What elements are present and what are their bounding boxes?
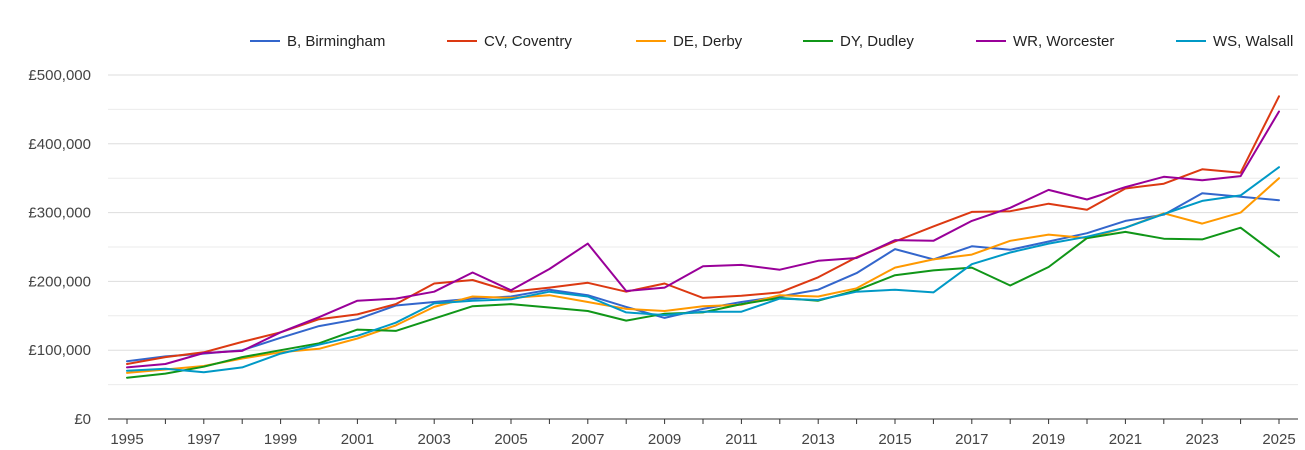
- x-tick-label: 2019: [1032, 431, 1065, 448]
- x-tick-label: 2007: [571, 431, 604, 448]
- x-tick-label: 2011: [725, 431, 757, 448]
- legend-item: WR, Worcester: [976, 33, 1114, 50]
- y-tick-label: £0: [74, 411, 91, 428]
- x-tick-label: 1995: [110, 431, 143, 448]
- x-tick-label: 2023: [1186, 431, 1219, 448]
- legend-item: WS, Walsall: [1176, 33, 1293, 50]
- y-axis-tick-labels: £0 £100,000 £200,000 £300,000 £400,000 £500,0…: [28, 67, 91, 428]
- y-tick-label: £500,000: [28, 67, 91, 84]
- legend-item: DE, Derby: [636, 33, 743, 50]
- x-tick-label: 2021: [1109, 431, 1142, 448]
- legend-label: WR, Worcester: [1013, 33, 1114, 50]
- y-tick-label: £200,000: [28, 273, 91, 290]
- legend-item: DY, Dudley: [803, 33, 914, 50]
- x-tick-label: 2003: [418, 431, 451, 448]
- x-tick-label: 1999: [264, 431, 297, 448]
- x-tick-label: 2009: [648, 431, 681, 448]
- x-tick-label: 2025: [1262, 431, 1295, 448]
- chart-legend: B, Birmingham CV, Coventry DE, Derby DY, Du…: [250, 33, 1293, 50]
- x-axis: 1995 1997 1999 2001 2003 2005 2007 2009 2011 2013…: [108, 418, 1298, 448]
- series-line: [126, 110, 1280, 369]
- x-tick-label: 2005: [494, 431, 527, 448]
- chart-series: [126, 95, 1280, 379]
- legend-label: B, Birmingham: [287, 33, 385, 50]
- legend-label: CV, Coventry: [484, 33, 572, 50]
- x-tick-label: 2015: [878, 431, 911, 448]
- chart-gridlines: [108, 74, 1298, 386]
- series-line: [126, 95, 1280, 365]
- legend-item: B, Birmingham: [250, 33, 385, 50]
- x-tick-label: 2013: [802, 431, 835, 448]
- x-tick-label: 2017: [955, 431, 988, 448]
- x-tick-label: 1997: [187, 431, 220, 448]
- legend-label: DE, Derby: [673, 33, 743, 50]
- legend-item: CV, Coventry: [447, 33, 572, 50]
- y-tick-label: £400,000: [28, 136, 91, 153]
- legend-label: WS, Walsall: [1213, 33, 1293, 50]
- series-line: [126, 177, 1280, 374]
- y-tick-label: £300,000: [28, 205, 91, 222]
- series-line: [126, 166, 1280, 374]
- legend-label: DY, Dudley: [840, 33, 914, 50]
- series-line: [126, 226, 1280, 379]
- x-tick-label: 2001: [341, 431, 374, 448]
- series-line: [126, 192, 1280, 363]
- y-tick-label: £100,000: [28, 342, 91, 359]
